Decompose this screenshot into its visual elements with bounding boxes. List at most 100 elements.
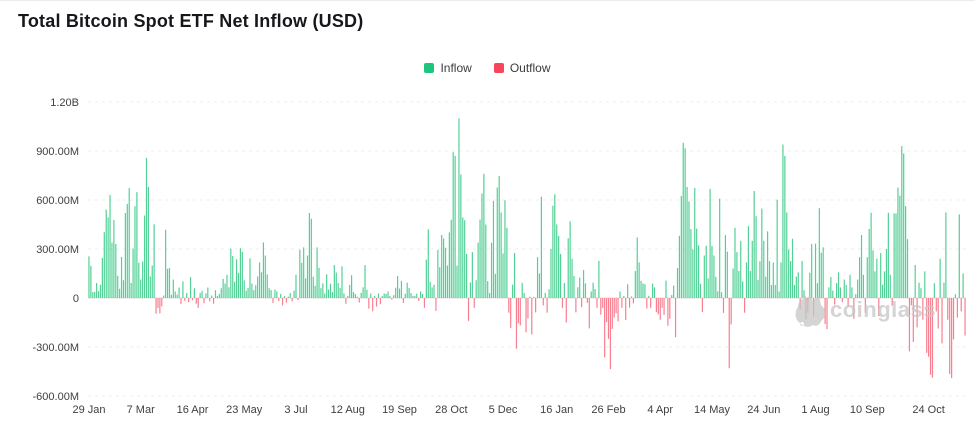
inflow-bar[interactable]: [724, 235, 727, 298]
inflow-bar[interactable]: [697, 245, 700, 298]
inflow-bar[interactable]: [788, 249, 790, 298]
inflow-bar[interactable]: [809, 272, 811, 298]
inflow-bar[interactable]: [312, 276, 314, 298]
inflow-bar[interactable]: [749, 271, 751, 298]
inflow-bar[interactable]: [582, 270, 585, 298]
inflow-bar[interactable]: [232, 255, 234, 298]
inflow-bar[interactable]: [803, 290, 805, 298]
inflow-bar[interactable]: [837, 272, 840, 298]
inflow-bar[interactable]: [793, 284, 796, 298]
inflow-bar[interactable]: [247, 287, 249, 298]
outflow-bar[interactable]: [188, 298, 190, 303]
inflow-bar[interactable]: [145, 157, 148, 298]
inflow-bar[interactable]: [416, 293, 418, 298]
inflow-bar[interactable]: [811, 243, 813, 298]
inflow-bar[interactable]: [720, 292, 723, 298]
inflow-bar[interactable]: [88, 256, 90, 298]
inflow-bar[interactable]: [226, 274, 228, 298]
inflow-bar[interactable]: [241, 251, 243, 298]
outflow-bar[interactable]: [285, 298, 288, 303]
inflow-bar[interactable]: [92, 292, 94, 298]
inflow-bar[interactable]: [782, 144, 784, 298]
outflow-bar[interactable]: [952, 298, 955, 340]
inflow-bar[interactable]: [688, 201, 690, 298]
inflow-bar[interactable]: [347, 296, 349, 298]
inflow-bar[interactable]: [400, 280, 403, 298]
outflow-bar[interactable]: [297, 298, 299, 300]
outflow-bar[interactable]: [535, 298, 537, 313]
inflow-bar[interactable]: [364, 265, 366, 298]
outflow-bar[interactable]: [661, 298, 663, 308]
inflow-bar[interactable]: [845, 284, 847, 298]
inflow-bar[interactable]: [895, 213, 897, 298]
outflow-bar[interactable]: [527, 298, 529, 319]
outflow-bar[interactable]: [908, 298, 911, 352]
flow-bars-plot[interactable]: 1.20B 900.00M 600.00M 300.00M 0 -300.00M -600.…: [0, 91, 975, 436]
outflow-bar[interactable]: [473, 298, 475, 308]
outflow-bar[interactable]: [345, 298, 347, 304]
outflow-bar[interactable]: [596, 298, 598, 308]
outflow-bar[interactable]: [847, 298, 849, 307]
inflow-bar[interactable]: [483, 173, 485, 298]
outflow-bar[interactable]: [525, 298, 527, 333]
inflow-bar[interactable]: [327, 289, 330, 298]
inflow-bar[interactable]: [962, 273, 964, 298]
inflow-bar[interactable]: [584, 283, 587, 298]
inflow-bar[interactable]: [851, 287, 853, 298]
outflow-bar[interactable]: [281, 298, 284, 306]
inflow-bar[interactable]: [642, 283, 644, 298]
outflow-bar[interactable]: [615, 298, 617, 314]
outflow-bar[interactable]: [358, 298, 360, 303]
inflow-bar[interactable]: [868, 228, 870, 298]
inflow-bar[interactable]: [377, 293, 380, 298]
inflow-bar[interactable]: [220, 288, 222, 298]
inflow-bar[interactable]: [770, 284, 773, 298]
outflow-bar[interactable]: [878, 298, 880, 316]
inflow-bar[interactable]: [906, 239, 909, 298]
inflow-bar[interactable]: [619, 291, 621, 298]
inflow-bar[interactable]: [885, 249, 888, 298]
inflow-bar[interactable]: [734, 227, 736, 298]
inflow-bar[interactable]: [306, 255, 309, 298]
outflow-bar[interactable]: [588, 298, 590, 329]
inflow-bar[interactable]: [462, 217, 464, 298]
inflow-bar[interactable]: [469, 282, 472, 298]
inflow-bar[interactable]: [182, 281, 184, 299]
inflow-bar[interactable]: [295, 274, 297, 298]
inflow-bar[interactable]: [136, 192, 138, 298]
outflow-bar[interactable]: [935, 298, 937, 312]
outflow-bar[interactable]: [947, 298, 949, 320]
inflow-bar[interactable]: [866, 257, 868, 298]
inflow-bar[interactable]: [178, 287, 180, 298]
inflow-bar[interactable]: [939, 258, 941, 298]
inflow-bar[interactable]: [707, 278, 709, 298]
inflow-bar[interactable]: [458, 118, 460, 298]
inflow-bar[interactable]: [360, 292, 362, 298]
outflow-bar[interactable]: [508, 298, 510, 313]
inflow-bar[interactable]: [694, 187, 696, 298]
inflow-bar[interactable]: [239, 248, 241, 298]
inflow-bar[interactable]: [705, 245, 707, 298]
inflow-bar[interactable]: [143, 215, 146, 298]
inflow-bar[interactable]: [638, 262, 640, 298]
outflow-bar[interactable]: [926, 298, 928, 353]
inflow-bar[interactable]: [293, 290, 295, 298]
inflow-bar[interactable]: [343, 293, 345, 298]
inflow-bar[interactable]: [648, 295, 650, 298]
outflow-bar[interactable]: [841, 298, 843, 303]
inflow-bar[interactable]: [165, 229, 167, 298]
outflow-bar[interactable]: [960, 298, 962, 312]
inflow-bar[interactable]: [140, 279, 142, 298]
inflow-bar[interactable]: [692, 249, 694, 298]
inflow-bar[interactable]: [351, 275, 353, 298]
inflow-bar[interactable]: [193, 288, 195, 298]
inflow-bar[interactable]: [830, 277, 832, 298]
inflow-bar[interactable]: [801, 261, 803, 298]
outflow-bar[interactable]: [826, 298, 828, 330]
inflow-bar[interactable]: [627, 284, 629, 298]
inflow-bar[interactable]: [573, 275, 575, 298]
inflow-bar[interactable]: [703, 255, 705, 298]
inflow-bar[interactable]: [644, 284, 646, 298]
inflow-bar[interactable]: [786, 212, 788, 298]
outflow-bar[interactable]: [155, 298, 157, 314]
